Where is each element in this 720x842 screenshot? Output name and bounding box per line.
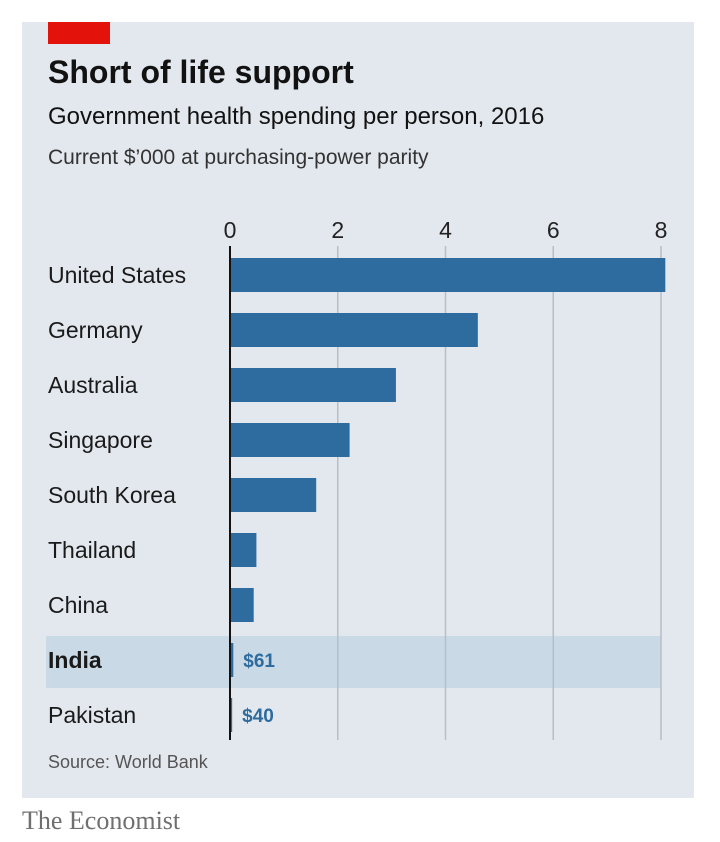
category-label: Singapore — [48, 427, 153, 453]
category-label: Pakistan — [48, 702, 136, 728]
bar — [230, 368, 396, 402]
x-tick-label: 2 — [331, 217, 344, 243]
category-label: South Korea — [48, 482, 176, 508]
bar — [230, 478, 317, 512]
bar — [230, 643, 234, 677]
category-label: China — [48, 592, 108, 618]
chart-subtitle: Government health spending per person, 2… — [48, 103, 545, 130]
category-label: Australia — [48, 372, 138, 398]
category-label: United States — [48, 262, 186, 288]
bar — [230, 313, 478, 347]
bar — [230, 258, 666, 292]
category-label: India — [48, 647, 102, 673]
x-tick-label: 6 — [547, 217, 560, 243]
chart-title: Short of life support — [48, 54, 354, 90]
bar — [230, 698, 233, 732]
x-tick-label: 0 — [224, 217, 237, 243]
bar — [230, 423, 350, 457]
data-label: $40 — [242, 706, 274, 727]
x-tick-label: 4 — [439, 217, 452, 243]
source-note: Source: World Bank — [48, 752, 208, 772]
data-label: $61 — [243, 651, 275, 672]
category-label: Thailand — [48, 537, 136, 563]
category-label: Germany — [48, 317, 143, 343]
chart-units: Current $’000 at purchasing-power parity — [48, 146, 429, 169]
brand-red-tag — [48, 22, 110, 44]
x-tick-label: 8 — [655, 217, 668, 243]
highlight-band — [46, 636, 661, 688]
economist-logo: The Economist — [22, 806, 181, 835]
bar — [230, 533, 257, 567]
bar — [230, 588, 254, 622]
